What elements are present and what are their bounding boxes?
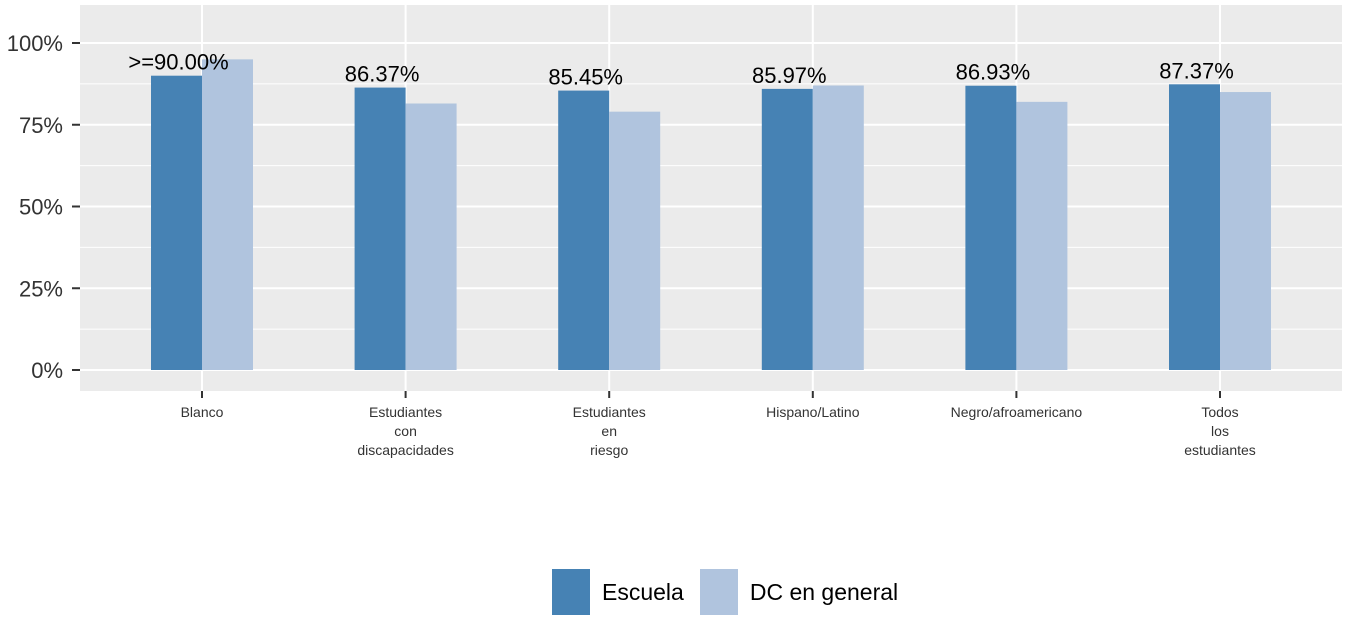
minor-gridlines [80, 83, 1342, 330]
x-tick-label: con [394, 423, 417, 439]
bar-dc-en-general [202, 59, 253, 370]
x-tick-label: Negro/afroamericano [951, 404, 1083, 420]
y-tick-label: 100% [7, 31, 63, 56]
data-label: 86.37% [345, 62, 420, 87]
x-tick-label: discapacidades [357, 442, 454, 458]
legend: Escuela DC en general [550, 567, 912, 617]
x-tick-label: Todos [1201, 404, 1238, 420]
legend-key-escuela [550, 567, 592, 617]
y-tick-label: 75% [19, 113, 63, 138]
x-tick-label: en [601, 423, 617, 439]
bar-dc-en-general [1220, 92, 1271, 371]
bar-dc-en-general [812, 85, 864, 370]
legend-key-dc-en-general [697, 567, 740, 617]
bar-dc-en-general [1016, 101, 1068, 371]
x-tick-label: riesgo [590, 442, 628, 458]
x-axis: Blanco Estudiantes con discapacidades Estudi… [181, 391, 1256, 458]
legend-item-dc-en-general: DC en general [697, 567, 899, 617]
bar-escuela [965, 85, 1017, 371]
bar-escuela [1169, 84, 1220, 370]
x-tick-label: Estudiantes [573, 404, 646, 420]
data-label: 85.97% [752, 63, 827, 88]
bar-escuela [761, 88, 813, 370]
y-tick-label: 0% [31, 358, 63, 383]
bar-escuela [151, 75, 202, 370]
bar-dc-en-general [609, 111, 661, 371]
x-tick-label: Blanco [181, 404, 224, 420]
plot-panel [80, 5, 1342, 391]
data-label: >=90.00% [128, 50, 228, 75]
data-label: 87.37% [1159, 58, 1234, 83]
y-tick-label: 25% [19, 276, 63, 301]
bars [151, 59, 1271, 371]
y-axis: 0% 25% 50% 75% 100% [7, 31, 80, 383]
x-tick-label: estudiantes [1184, 442, 1256, 458]
legend-item-escuela: Escuela [550, 567, 684, 617]
data-label: 85.45% [548, 65, 623, 90]
legend-label-dc-en-general: DC en general [749, 578, 899, 605]
x-tick-label: Hispano/Latino [766, 404, 860, 420]
bar-escuela [558, 90, 610, 371]
legend-label-escuela: Escuela [602, 578, 684, 605]
data-label: 86.93% [956, 60, 1031, 85]
bar-dc-en-general [405, 103, 457, 371]
bar-escuela [354, 87, 406, 370]
y-tick-label: 50% [19, 195, 63, 220]
data-labels: >=90.00% 86.37% 85.45% 85.97% 86.93% 87.37% [128, 50, 1233, 90]
x-tick-label: los [1211, 423, 1229, 439]
x-tick-label: Estudiantes [369, 404, 442, 420]
